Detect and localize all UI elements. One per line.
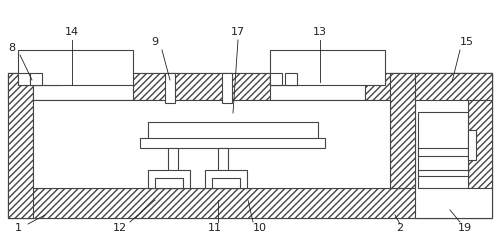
Text: 2: 2 bbox=[396, 223, 404, 233]
Bar bbox=[205, 170, 247, 188]
Bar bbox=[415, 73, 492, 100]
Bar bbox=[140, 138, 325, 148]
Bar bbox=[270, 73, 365, 100]
Text: 11: 11 bbox=[208, 223, 222, 233]
Bar bbox=[218, 148, 228, 178]
Bar bbox=[270, 73, 282, 85]
Bar bbox=[148, 170, 190, 188]
Bar bbox=[390, 73, 415, 188]
Bar bbox=[270, 73, 282, 85]
Text: 8: 8 bbox=[9, 43, 16, 53]
Bar bbox=[48, 73, 60, 85]
Bar bbox=[468, 100, 492, 188]
Bar bbox=[8, 73, 33, 218]
Bar bbox=[33, 100, 390, 188]
Bar bbox=[418, 170, 468, 176]
Bar bbox=[468, 130, 476, 160]
Text: 17: 17 bbox=[231, 27, 245, 37]
Bar bbox=[33, 73, 45, 85]
Text: 12: 12 bbox=[113, 223, 127, 233]
Bar bbox=[415, 73, 492, 218]
Text: 13: 13 bbox=[313, 27, 327, 37]
Bar bbox=[18, 73, 30, 85]
Bar bbox=[8, 73, 492, 100]
Bar bbox=[165, 73, 175, 103]
Text: 10: 10 bbox=[253, 223, 267, 233]
Text: 15: 15 bbox=[460, 37, 474, 47]
Bar bbox=[33, 73, 133, 100]
Bar bbox=[30, 73, 42, 85]
Bar bbox=[270, 50, 385, 85]
Bar bbox=[155, 178, 183, 188]
Text: 9: 9 bbox=[151, 37, 158, 47]
Bar bbox=[18, 50, 133, 85]
Bar bbox=[168, 148, 178, 178]
Bar bbox=[8, 73, 492, 218]
Text: 19: 19 bbox=[458, 223, 472, 233]
Bar bbox=[285, 73, 297, 85]
Bar bbox=[285, 73, 297, 85]
Bar bbox=[148, 122, 318, 144]
Bar bbox=[222, 73, 232, 103]
Bar bbox=[212, 178, 240, 188]
Bar bbox=[418, 148, 468, 156]
Text: 14: 14 bbox=[65, 27, 79, 37]
Bar bbox=[8, 188, 492, 218]
Text: 1: 1 bbox=[15, 223, 22, 233]
Bar bbox=[418, 112, 468, 188]
